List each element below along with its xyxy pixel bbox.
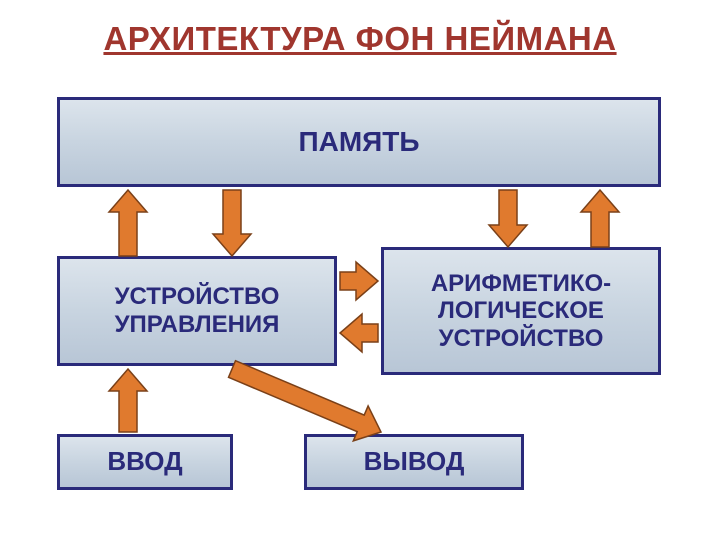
control-to-alu-arrow bbox=[340, 262, 378, 300]
memory-to-alu-arrow bbox=[489, 190, 527, 247]
memory-box: ПАМЯТЬ bbox=[57, 97, 661, 187]
input-label: ВВОД bbox=[107, 447, 182, 477]
alu-to-memory-arrow bbox=[581, 190, 619, 247]
page-title: АРХИТЕКТУРА ФОН НЕЙМАНА bbox=[0, 20, 720, 58]
alu-label: АРИФМЕТИКО-ЛОГИЧЕСКОЕ УСТРОЙСТВО bbox=[384, 270, 658, 353]
alu-box: АРИФМЕТИКО-ЛОГИЧЕСКОЕ УСТРОЙСТВО bbox=[381, 247, 661, 375]
control-to-output-arrow bbox=[229, 361, 382, 441]
control-to-memory-arrow bbox=[109, 190, 147, 256]
input-box: ВВОД bbox=[57, 434, 233, 490]
control-unit-box: УСТРОЙСТВО УПРАВЛЕНИЯ bbox=[57, 256, 337, 366]
output-box: ВЫВОД bbox=[304, 434, 524, 490]
alu-to-control-arrow bbox=[340, 314, 378, 352]
memory-label: ПАМЯТЬ bbox=[298, 126, 419, 158]
output-label: ВЫВОД bbox=[364, 447, 465, 477]
input-to-control-arrow bbox=[109, 369, 147, 432]
memory-to-control-arrow bbox=[213, 190, 251, 256]
control-unit-label: УСТРОЙСТВО УПРАВЛЕНИЯ bbox=[60, 283, 334, 338]
